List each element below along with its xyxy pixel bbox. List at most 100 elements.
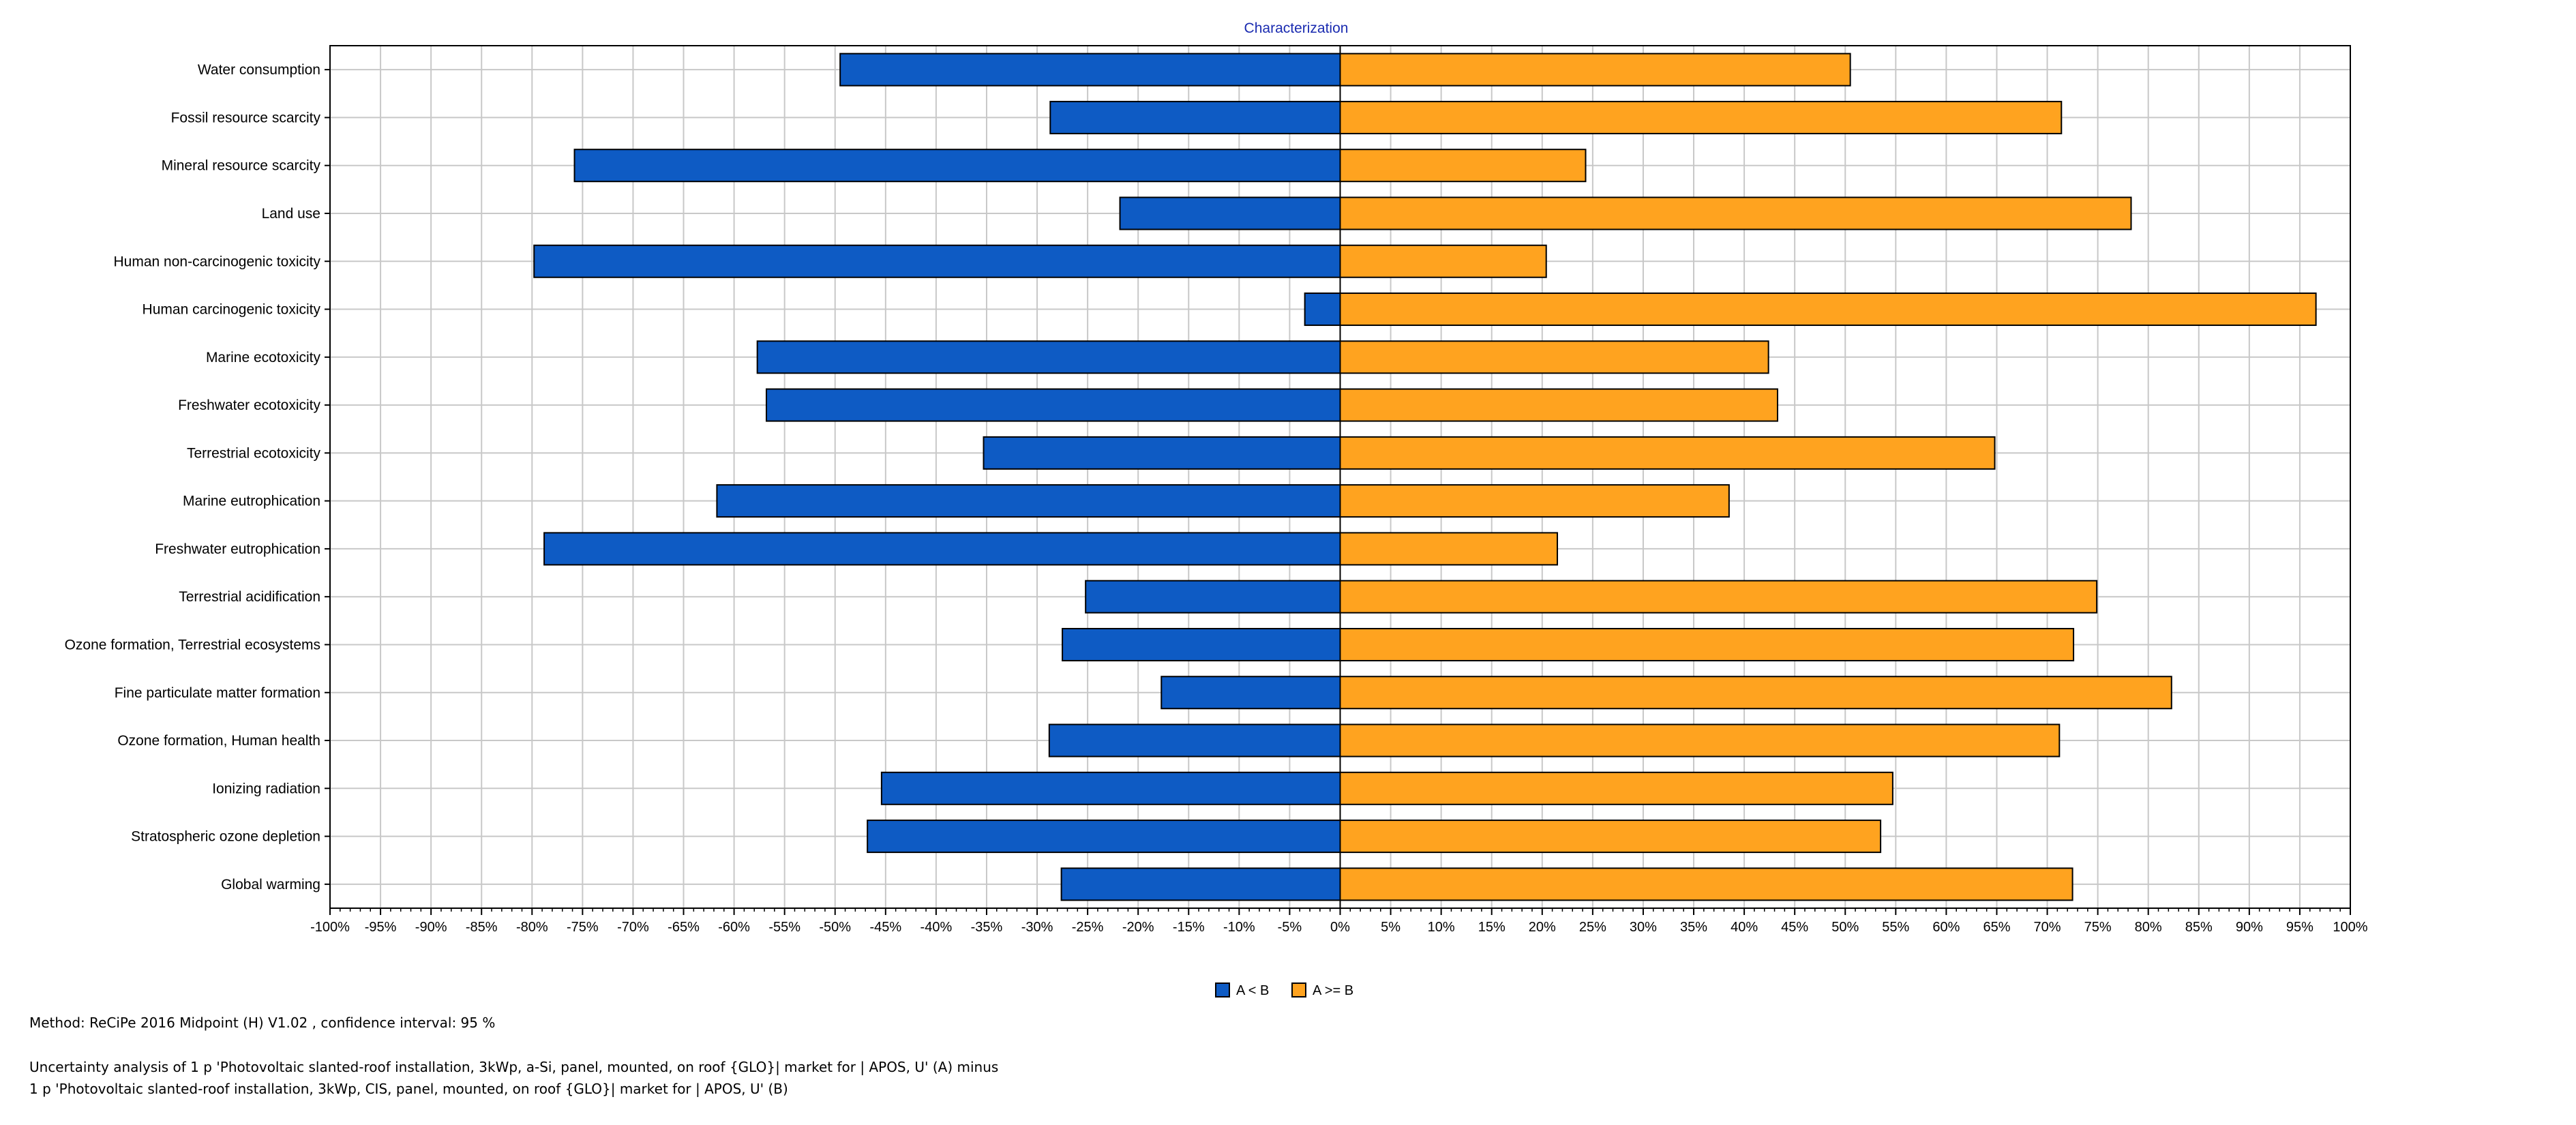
bar-a-less-b	[1049, 100, 1341, 134]
bar-a-less-b	[766, 388, 1341, 422]
bar-a-greater-equal-b	[1339, 867, 2073, 901]
bar-a-greater-equal-b	[1339, 484, 1730, 518]
category-label: Land use	[262, 206, 320, 222]
legend-label: A >= B	[1313, 983, 1353, 998]
x-tick-label: 70%	[2034, 920, 2061, 935]
x-tick-label: -70%	[617, 920, 649, 935]
bar-a-less-b	[983, 436, 1341, 470]
x-tick-label: 95%	[2286, 920, 2313, 935]
bar-a-greater-equal-b	[1339, 532, 1559, 566]
x-tick-label: 50%	[1831, 920, 1859, 935]
x-tick-label: 65%	[1983, 920, 2010, 935]
legend: A < B A >= B	[1215, 982, 1353, 998]
x-tick-label: -90%	[415, 920, 447, 935]
chart-title: Characterization	[1244, 20, 1349, 36]
x-tick-label: -40%	[920, 920, 953, 935]
category-label: Marine eutrophication	[183, 494, 320, 509]
x-tick-label: -30%	[1021, 920, 1053, 935]
bar-a-less-b	[1304, 292, 1341, 327]
bar-a-less-b	[543, 532, 1341, 566]
category-label: Freshwater eutrophication	[155, 541, 320, 557]
x-tick-label: 75%	[2084, 920, 2112, 935]
bar-a-less-b	[839, 52, 1341, 87]
legend-label: A < B	[1236, 983, 1269, 998]
bar-a-greater-equal-b	[1339, 627, 2075, 661]
category-label: Ozone formation, Human health	[117, 733, 320, 749]
category-label: Fine particulate matter formation	[115, 685, 320, 701]
analysis-description-line1: Uncertainty analysis of 1 p 'Photovoltai…	[29, 1059, 999, 1075]
bar-a-greater-equal-b	[1339, 244, 1547, 278]
bar-a-greater-equal-b	[1339, 388, 1778, 422]
category-label: Freshwater ecotoxicity	[178, 397, 320, 413]
x-tick-label: -20%	[1122, 920, 1154, 935]
category-label: Human non-carcinogenic toxicity	[114, 254, 321, 269]
x-tick-label: -100%	[310, 920, 350, 935]
x-tick-label: 0%	[1330, 920, 1350, 935]
method-note: Method: ReCiPe 2016 Midpoint (H) V1.02 ,…	[29, 1015, 496, 1031]
bar-a-less-b	[867, 820, 1341, 854]
bar-a-less-b	[1062, 627, 1341, 661]
category-label: Terrestrial ecotoxicity	[187, 445, 321, 461]
x-tick-label: 5%	[1381, 920, 1401, 935]
bar-a-greater-equal-b	[1339, 196, 2132, 230]
x-tick-label: 55%	[1882, 920, 1909, 935]
x-tick-label: 30%	[1630, 920, 1657, 935]
category-label: Water consumption	[198, 62, 320, 78]
bar-a-greater-equal-b	[1339, 820, 1882, 854]
category-labels: Water consumption Fossil resource scarcit…	[65, 62, 330, 892]
bar-a-less-b	[573, 149, 1341, 183]
x-tick-label: -60%	[718, 920, 750, 935]
bar-a-less-b	[1048, 723, 1341, 758]
category-label: Fossil resource scarcity	[171, 110, 321, 125]
x-tick-label: 100%	[2333, 920, 2367, 935]
x-tick-label: 40%	[1731, 920, 1758, 935]
x-tick-label: -65%	[668, 920, 700, 935]
x-tick-label: -55%	[768, 920, 800, 935]
bar-a-greater-equal-b	[1339, 149, 1587, 183]
bar-a-less-b	[756, 340, 1341, 374]
x-tick-label: -80%	[516, 920, 548, 935]
bar-a-less-b	[1060, 867, 1341, 901]
x-tick-label: -50%	[819, 920, 851, 935]
bar-a-greater-equal-b	[1339, 676, 2172, 710]
category-label: Terrestrial acidification	[179, 589, 320, 605]
analysis-description-line2: 1 p 'Photovoltaic slanted-roof installat…	[29, 1081, 788, 1097]
x-tick-label: -10%	[1223, 920, 1255, 935]
x-tick-label: 15%	[1478, 920, 1506, 935]
x-tick-label: 10%	[1428, 920, 1455, 935]
category-label: Ionizing radiation	[212, 781, 320, 796]
x-tick-label: 45%	[1781, 920, 1808, 935]
legend-swatch	[1291, 982, 1306, 997]
x-tick-label: -15%	[1173, 920, 1205, 935]
bar-a-less-b	[1085, 580, 1341, 614]
category-label: Stratospheric ozone depletion	[131, 829, 320, 845]
bar-a-greater-equal-b	[1339, 100, 2063, 134]
x-axis-ticks: -100% -95% -90% -85% -80% -75% -70% -65% -60% -55…	[310, 908, 2368, 935]
x-tick-label: -75%	[567, 920, 599, 935]
x-tick-label: -85%	[466, 920, 498, 935]
category-label: Mineral resource scarcity	[162, 158, 321, 174]
x-tick-label: 35%	[1680, 920, 1707, 935]
bar-a-less-b	[1119, 196, 1341, 230]
bar-a-less-b	[1160, 676, 1341, 710]
x-tick-label: -25%	[1072, 920, 1104, 935]
category-label: Global warming	[221, 877, 320, 892]
bar-a-less-b	[880, 771, 1341, 805]
bar-a-greater-equal-b	[1339, 771, 1893, 805]
bar-a-greater-equal-b	[1339, 723, 2061, 758]
bar-a-greater-equal-b	[1339, 292, 2317, 327]
x-tick-label: 80%	[2135, 920, 2162, 935]
bar-a-greater-equal-b	[1339, 340, 1769, 374]
bar-a-less-b	[533, 244, 1341, 278]
x-tick-label: 60%	[1932, 920, 1960, 935]
bar-a-greater-equal-b	[1339, 52, 1851, 87]
bar-a-greater-equal-b	[1339, 580, 2098, 614]
bar-a-less-b	[716, 484, 1341, 518]
x-tick-label: 20%	[1529, 920, 1556, 935]
x-tick-label: -5%	[1278, 920, 1302, 935]
category-label: Marine ecotoxicity	[206, 350, 321, 365]
category-label: Ozone formation, Terrestrial ecosystems	[65, 637, 320, 652]
x-tick-label: -95%	[365, 920, 397, 935]
x-tick-label: 90%	[2236, 920, 2263, 935]
